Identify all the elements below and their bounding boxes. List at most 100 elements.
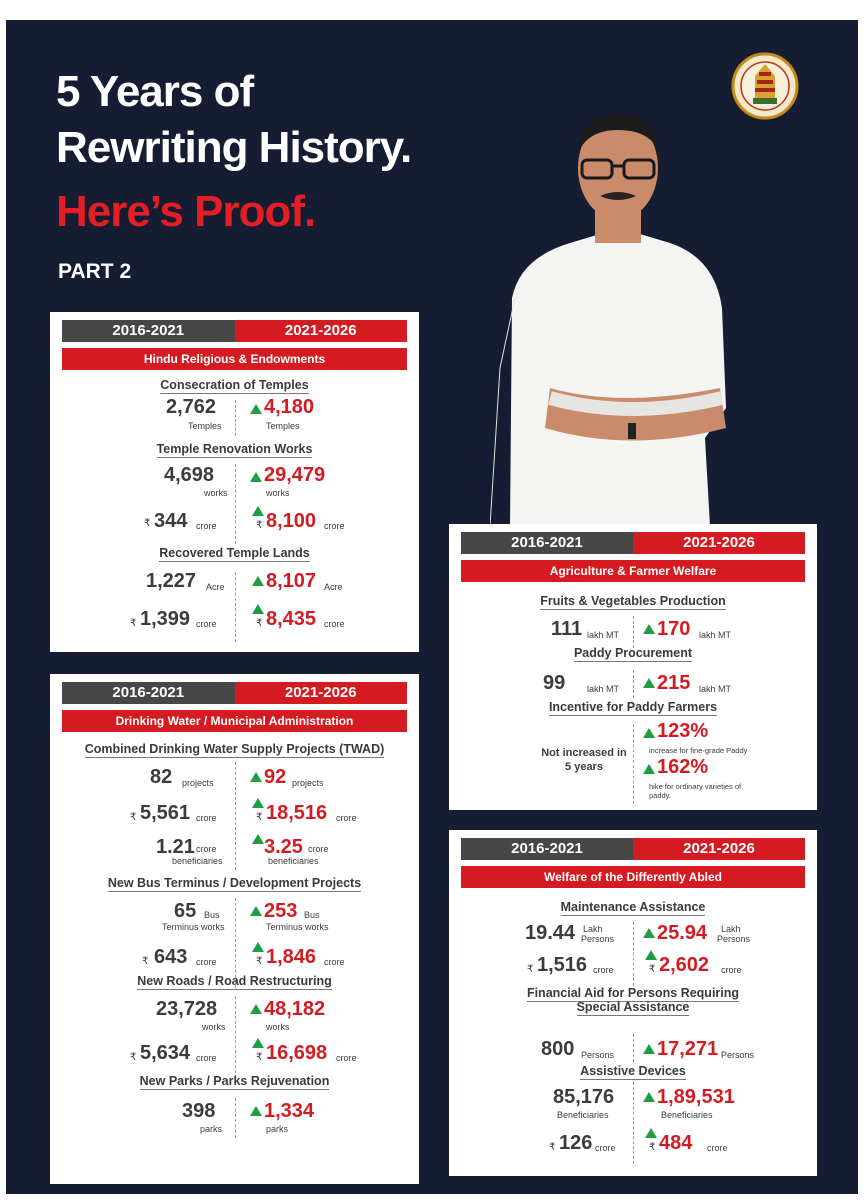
old-value: 1,399 bbox=[140, 608, 191, 630]
unit: Beneficiaries bbox=[661, 1110, 713, 1120]
unit: crore bbox=[196, 619, 217, 629]
new-value: 1,334 bbox=[264, 1100, 315, 1122]
year-new: 2021-2026 bbox=[633, 838, 805, 860]
up-arrow-icon bbox=[252, 834, 264, 844]
old-value: 5,561 bbox=[140, 802, 191, 824]
new-value: 215 bbox=[657, 672, 691, 694]
rupee-symbol: ₹ bbox=[130, 812, 137, 823]
subsection-title: Temple Renovation Works bbox=[156, 442, 313, 458]
up-arrow-icon bbox=[643, 1044, 655, 1054]
old-value: 82 bbox=[150, 766, 173, 788]
old-value: 85,176 bbox=[553, 1086, 615, 1108]
unit: works bbox=[204, 488, 228, 498]
year-bar: 2016-2021 2021-2026 bbox=[62, 320, 407, 342]
up-arrow-icon bbox=[645, 1128, 657, 1138]
unit: projects bbox=[182, 778, 214, 788]
year-new: 2021-2026 bbox=[234, 682, 407, 704]
new-value: 162% bbox=[657, 756, 709, 778]
old-value: 65 bbox=[174, 900, 197, 922]
unit: Terminus works bbox=[266, 922, 329, 932]
up-arrow-icon bbox=[252, 604, 264, 614]
old-value: 398 bbox=[182, 1100, 216, 1122]
unit: works bbox=[266, 1022, 290, 1032]
divider bbox=[234, 762, 236, 870]
subsection-title: Consecration of Temples bbox=[160, 378, 309, 394]
subsection-title: Assistive Devices bbox=[580, 1064, 686, 1080]
new-value: 18,516 bbox=[266, 802, 328, 824]
unit: parks bbox=[200, 1124, 223, 1134]
new-value: 29,479 bbox=[264, 464, 326, 486]
unit: crore bbox=[196, 813, 217, 823]
subsection-title: New Parks / Parks Rejuvenation bbox=[139, 1074, 330, 1090]
unit: lakh MT bbox=[587, 684, 620, 694]
new-value: 48,182 bbox=[264, 998, 326, 1020]
divider bbox=[234, 572, 236, 642]
up-arrow-icon bbox=[643, 678, 655, 688]
unit: Acre bbox=[206, 582, 225, 592]
year-old: 2016-2021 bbox=[461, 838, 633, 860]
unit: Temples bbox=[266, 421, 300, 431]
old-value: 4,698 bbox=[164, 464, 215, 486]
unit: Acre bbox=[324, 582, 343, 592]
state-emblem-icon bbox=[731, 52, 799, 120]
new-value: 484 bbox=[659, 1132, 693, 1154]
unit: crore bbox=[324, 957, 345, 967]
rupee-symbol: ₹ bbox=[256, 618, 263, 629]
unit: Lakh bbox=[721, 924, 741, 934]
new-value: 1,846 bbox=[266, 946, 317, 968]
unit: crore bbox=[324, 619, 345, 629]
unit: lakh MT bbox=[699, 630, 732, 640]
card-hindu-religious: 2016-2021 2021-2026 Hindu Religious & En… bbox=[50, 312, 419, 652]
new-value: 25.94 bbox=[657, 922, 708, 944]
old-value: 19.44 bbox=[525, 922, 576, 944]
year-old: 2016-2021 bbox=[461, 532, 633, 554]
old-value: 23,728 bbox=[156, 998, 218, 1020]
new-value: 2,602 bbox=[659, 954, 710, 976]
up-arrow-icon bbox=[252, 798, 264, 808]
unit: lakh MT bbox=[587, 630, 620, 640]
unit: Terminus works bbox=[162, 922, 225, 932]
divider bbox=[633, 1034, 634, 1062]
new-value: 16,698 bbox=[266, 1042, 328, 1064]
old-value: 1,227 bbox=[146, 570, 197, 592]
new-value: 123% bbox=[657, 720, 709, 742]
old-value: 344 bbox=[154, 510, 188, 532]
unit: crore bbox=[324, 521, 345, 531]
up-arrow-icon bbox=[643, 928, 655, 938]
rupee-symbol: ₹ bbox=[130, 618, 137, 629]
unit: Persons bbox=[717, 934, 751, 944]
headline-line-1: 5 Years of bbox=[56, 67, 254, 116]
unit: beneficiaries bbox=[268, 856, 319, 866]
new-value: 1,89,531 bbox=[657, 1086, 735, 1108]
new-value: 8,435 bbox=[266, 608, 317, 630]
unit: Persons bbox=[581, 934, 615, 944]
divider bbox=[234, 996, 236, 1078]
divider bbox=[633, 670, 634, 698]
unit: crore bbox=[308, 844, 329, 854]
up-arrow-icon bbox=[250, 906, 262, 916]
old-value: 5,634 bbox=[140, 1042, 191, 1064]
rupee-symbol: ₹ bbox=[527, 964, 534, 975]
up-arrow-icon bbox=[645, 950, 657, 960]
unit: works bbox=[202, 1022, 226, 1032]
unit: crore bbox=[336, 813, 357, 823]
part-label: PART 2 bbox=[58, 260, 132, 283]
old-value: 643 bbox=[154, 946, 188, 968]
section-title: Hindu Religious & Endowments bbox=[62, 348, 407, 370]
rupee-symbol: ₹ bbox=[144, 518, 151, 529]
unit: crore bbox=[595, 1143, 616, 1153]
unit: crore bbox=[196, 1053, 217, 1063]
subsection-title: Financial Aid for Persons Requiring Spec… bbox=[526, 986, 740, 1016]
up-arrow-icon bbox=[250, 404, 262, 414]
year-bar: 2016-2021 2021-2026 bbox=[461, 838, 805, 860]
divider bbox=[633, 616, 634, 648]
unit: Lakh bbox=[583, 924, 603, 934]
unit: crore bbox=[593, 965, 614, 975]
up-arrow-icon bbox=[250, 772, 262, 782]
up-arrow-icon bbox=[252, 576, 264, 586]
subsection-title: Paddy Procurement bbox=[573, 646, 693, 662]
unit: Temples bbox=[188, 421, 222, 431]
unit: crore bbox=[721, 965, 742, 975]
rupee-symbol: ₹ bbox=[256, 1052, 263, 1063]
old-value: 126 bbox=[559, 1132, 593, 1154]
